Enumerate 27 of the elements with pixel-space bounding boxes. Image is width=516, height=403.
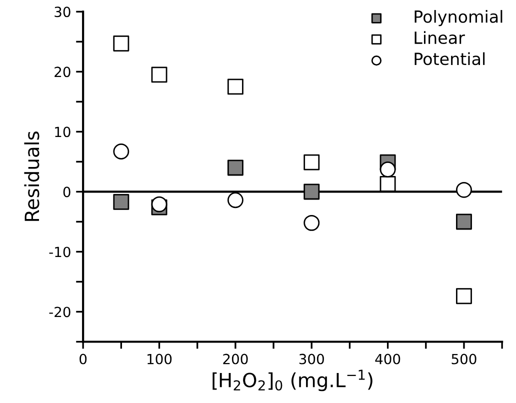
legend-label: Potential <box>414 52 485 66</box>
point <box>380 162 396 178</box>
point <box>304 154 320 170</box>
point <box>456 214 472 230</box>
point <box>304 184 320 200</box>
y-tick-label: 20 <box>54 66 70 78</box>
y-axis-title: Residuals <box>24 132 40 221</box>
legend-label: Linear <box>414 31 465 44</box>
y-tick-label: 10 <box>55 126 70 138</box>
y-tick-label: -20 <box>49 306 70 318</box>
point <box>151 196 168 212</box>
point <box>151 66 168 83</box>
x-tick-label: 500 <box>452 354 476 364</box>
point <box>227 160 244 176</box>
y-tick-label: -10 <box>49 246 70 258</box>
x-tick-label: 100 <box>148 354 172 364</box>
x-tick-label: 0 <box>80 354 87 364</box>
x-tick-label: 400 <box>375 354 400 364</box>
x-tick-label: 200 <box>223 354 248 364</box>
x-tick-label: 300 <box>299 354 324 364</box>
legend-label: Polynomial <box>414 10 502 26</box>
point <box>227 78 244 95</box>
text: [H$_{2}$O$_{2}$]$_{0}$ (mg.L$^{−1}$) <box>212 370 372 392</box>
y-tick-label: 0 <box>63 186 70 198</box>
point <box>456 182 472 198</box>
point <box>113 194 130 210</box>
y-tick-label: 30 <box>54 6 70 18</box>
